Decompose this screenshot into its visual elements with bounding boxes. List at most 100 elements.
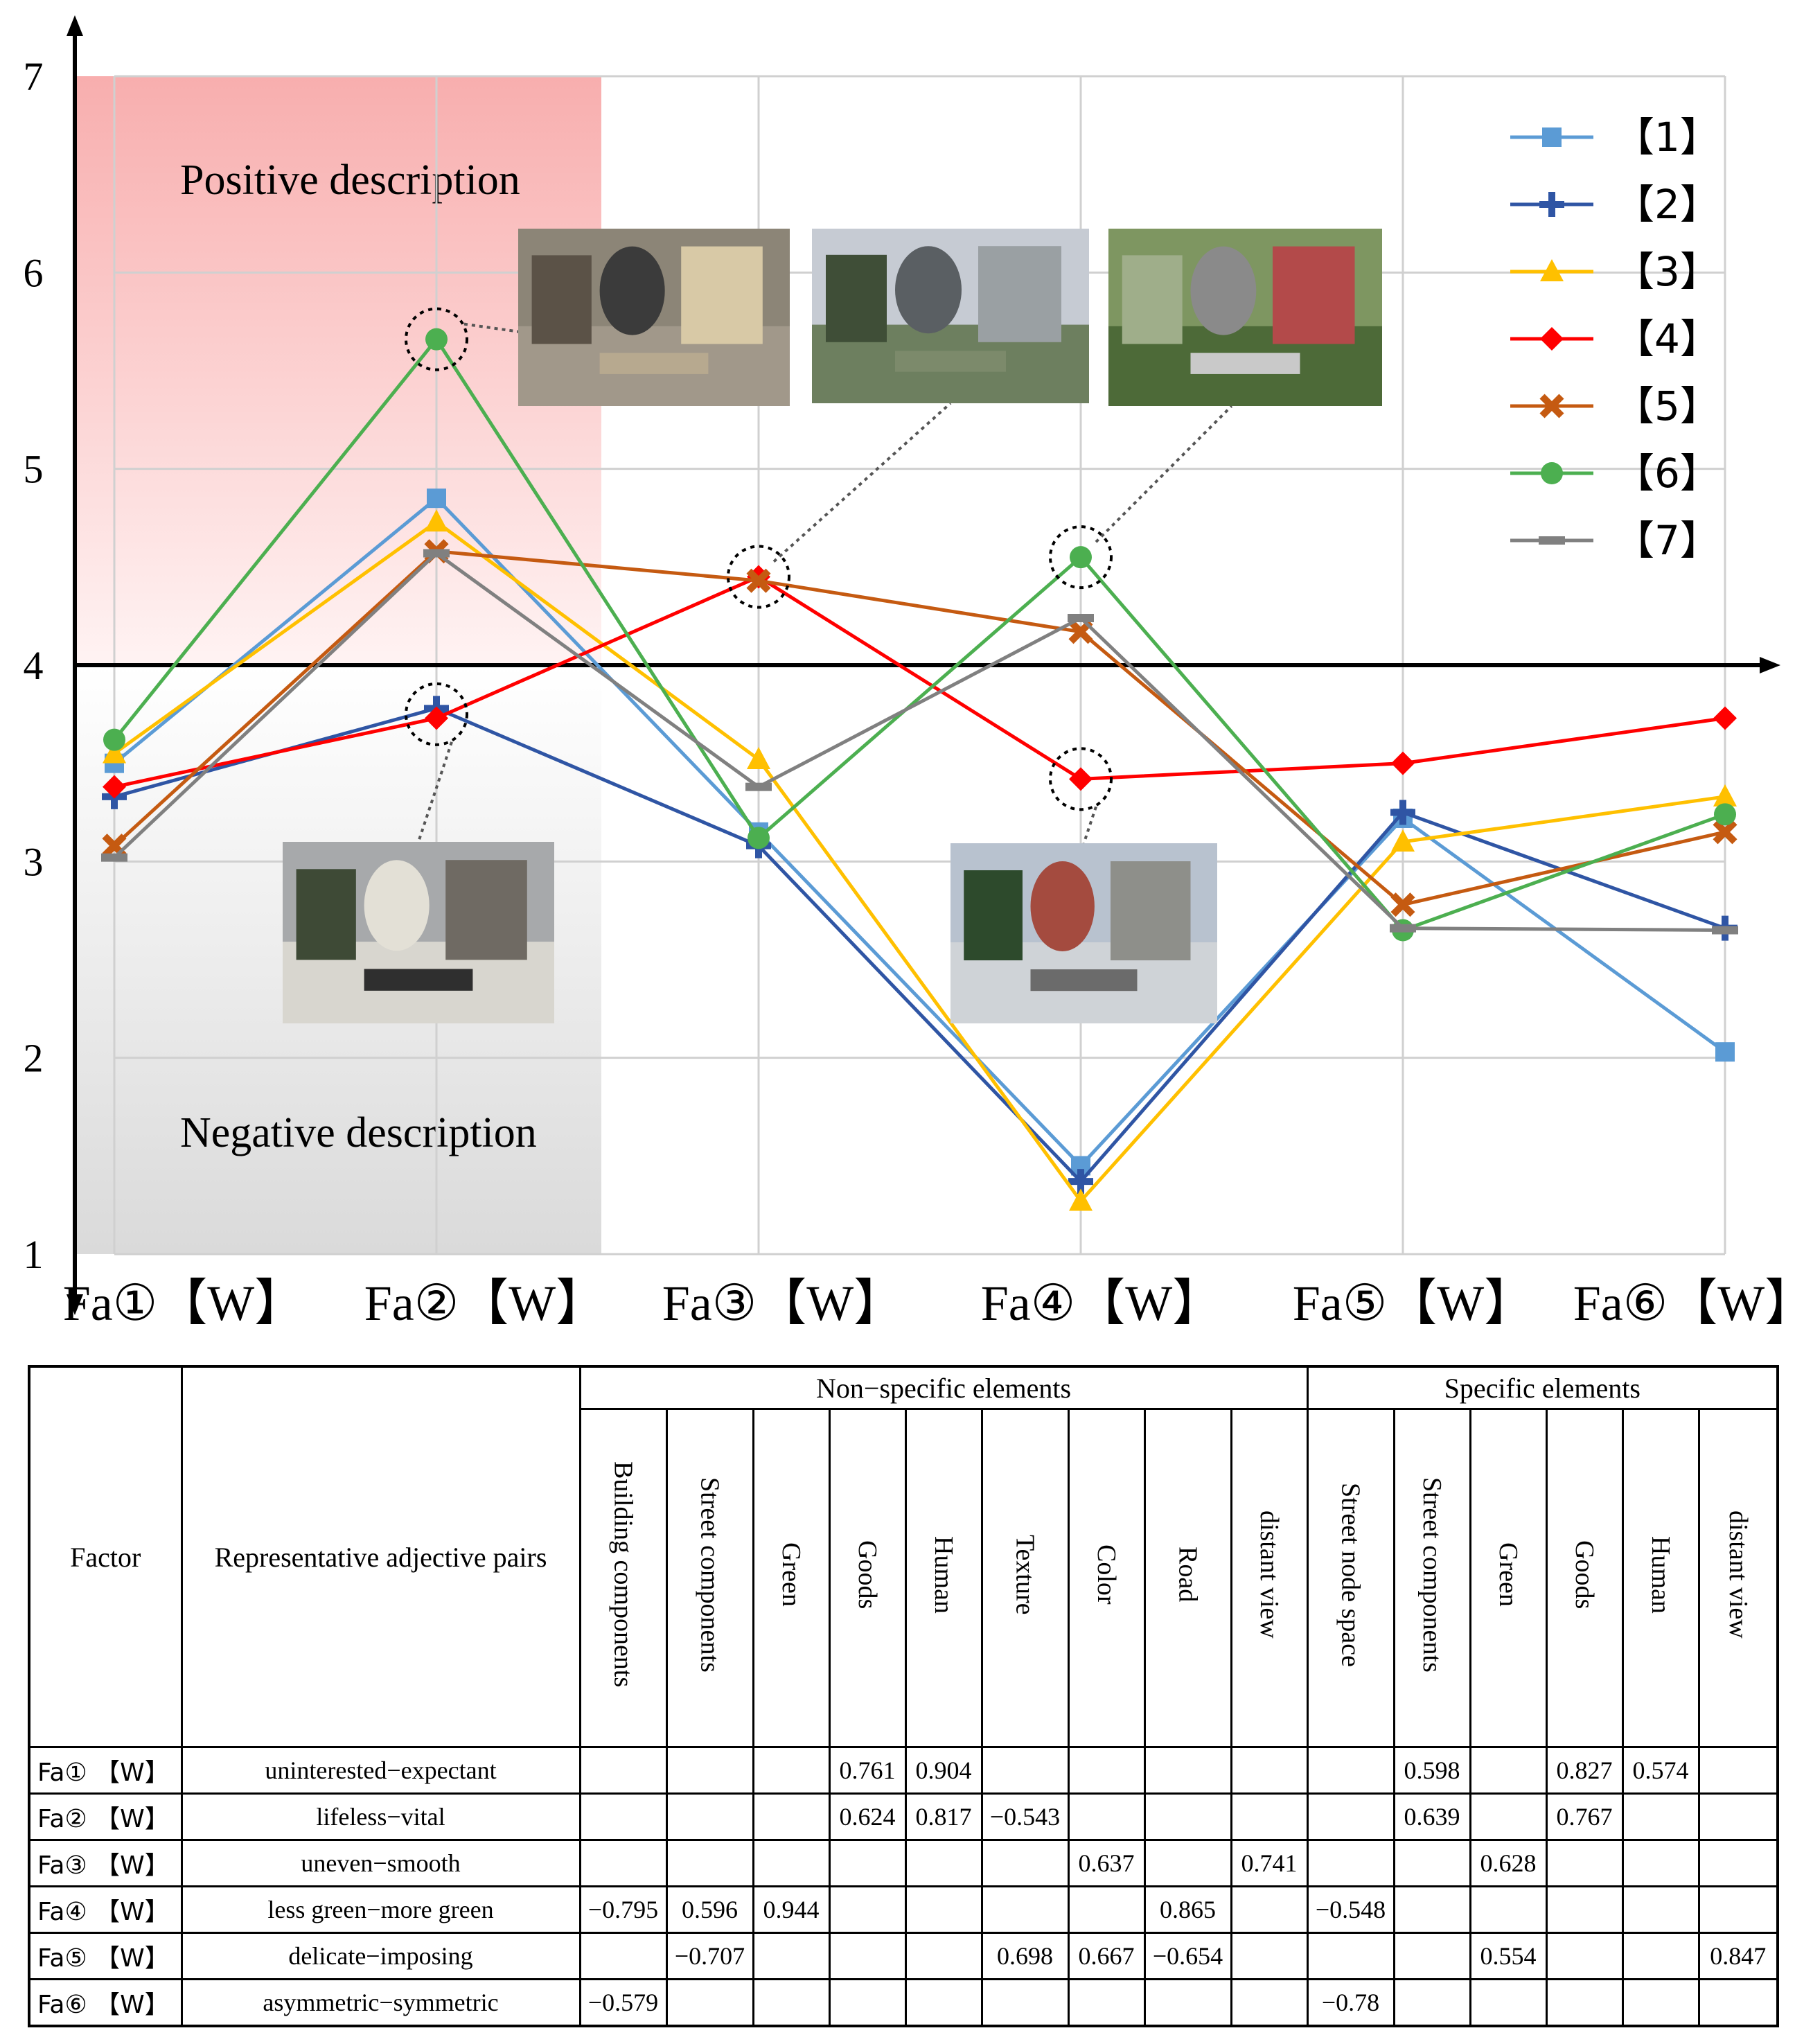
data-point bbox=[746, 568, 771, 593]
element-column-header: Street components bbox=[665, 1409, 753, 1748]
photo-block bbox=[964, 870, 1023, 960]
loading-cell: −0.707 bbox=[665, 1932, 753, 1980]
loading-cell bbox=[1621, 1885, 1699, 1933]
loading-cell: 0.767 bbox=[1545, 1792, 1623, 1840]
loading-cell bbox=[1697, 1839, 1780, 1887]
x-tick-label: Fa②【W】 bbox=[364, 1276, 606, 1331]
leader-line bbox=[417, 741, 453, 843]
loading-cell: 0.847 bbox=[1697, 1932, 1780, 1980]
leader-line bbox=[1082, 806, 1097, 844]
series-line bbox=[113, 337, 1726, 932]
y-tick-label: 1 bbox=[24, 1232, 44, 1277]
loading-cell bbox=[1697, 1746, 1780, 1794]
data-point bbox=[1713, 706, 1737, 730]
data-point bbox=[1713, 820, 1737, 845]
factor-line-chart: Positive description Negative description… bbox=[24, 15, 1804, 1331]
table-row: Fa③ 【W】 uneven−smooth 0.637 0.741 0.628 bbox=[28, 1839, 1780, 1887]
street-vendors-by-wall-photo bbox=[283, 842, 554, 1023]
loading-cell bbox=[1143, 1839, 1231, 1887]
loading-cell bbox=[1469, 1885, 1547, 1933]
loading-cell bbox=[828, 1978, 905, 2027]
photo-shape bbox=[1030, 861, 1095, 951]
loading-cell: 0.741 bbox=[1230, 1839, 1308, 1887]
data-point bbox=[747, 747, 770, 769]
loading-cell bbox=[578, 1792, 666, 1840]
loading-cell bbox=[578, 1839, 666, 1887]
adjective-cell: uneven−smooth bbox=[180, 1839, 580, 1887]
loading-cell bbox=[578, 1746, 666, 1794]
table-row: Fa② 【W】 lifeless−vital 0.624 0.817 −0.543 0.6… bbox=[28, 1792, 1780, 1840]
legend-item: 【6】 bbox=[1510, 450, 1720, 497]
data-point bbox=[1712, 926, 1738, 935]
element-column-header: Building components bbox=[578, 1409, 666, 1748]
legend-marker bbox=[1541, 462, 1563, 484]
loading-cell: −0.78 bbox=[1306, 1978, 1395, 2027]
adjective-cell: asymmetric−symmetric bbox=[180, 1978, 580, 2027]
loading-cell: −0.548 bbox=[1306, 1885, 1395, 1933]
loading-cell bbox=[578, 1932, 666, 1980]
data-point bbox=[103, 728, 125, 751]
data-point bbox=[425, 706, 448, 730]
loading-cell: −0.654 bbox=[1143, 1932, 1231, 1980]
legend-label: 【5】 bbox=[1614, 382, 1720, 430]
factor-header: Factor bbox=[28, 1365, 182, 1747]
series-4 bbox=[103, 565, 1737, 799]
photo-block bbox=[531, 255, 592, 344]
loading-cell bbox=[1143, 1746, 1231, 1794]
y-tick-label: 6 bbox=[24, 250, 44, 295]
table-row: Fa⑤ 【W】 delicate−imposing −0.707 0.698 0.667… bbox=[28, 1932, 1780, 1980]
element-column-header: Texture bbox=[980, 1409, 1068, 1748]
loading-cell bbox=[1621, 1839, 1699, 1887]
data-point bbox=[1390, 892, 1415, 917]
factor-loading-table: Factor Representative adjective pairs No… bbox=[28, 1365, 1780, 2027]
photo-shape bbox=[895, 351, 1006, 372]
factor-cell: Fa③ 【W】 bbox=[28, 1839, 182, 1887]
loading-cell bbox=[1545, 1839, 1623, 1887]
legend-item: 【4】 bbox=[1510, 315, 1720, 362]
data-point bbox=[1390, 800, 1415, 825]
loading-cell bbox=[828, 1839, 905, 1887]
loading-cell bbox=[1621, 1792, 1699, 1840]
legend-label: 【7】 bbox=[1614, 517, 1720, 564]
highlight-ring bbox=[405, 682, 468, 746]
data-point bbox=[1070, 546, 1092, 569]
element-column-header: distant view bbox=[1230, 1409, 1308, 1748]
factor-cell: Fa① 【W】 bbox=[28, 1746, 182, 1794]
loading-cell bbox=[904, 1839, 982, 1887]
series-line bbox=[113, 520, 1726, 1203]
photo-shape bbox=[364, 969, 473, 991]
photo-shape bbox=[1190, 246, 1257, 335]
loading-cell bbox=[1067, 1746, 1144, 1794]
factor-loading-table-container: Factor Representative adjective pairs No… bbox=[28, 1365, 1780, 2027]
series-3 bbox=[103, 509, 1737, 1211]
table-row: Fa④ 【W】 less green−more green −0.795 0.596 0… bbox=[28, 1885, 1780, 1933]
loading-cell bbox=[904, 1932, 982, 1980]
loading-cell: 0.554 bbox=[1469, 1932, 1547, 1980]
loading-cell bbox=[1230, 1885, 1308, 1933]
y-axis-arrow-top bbox=[67, 15, 83, 36]
loading-cell bbox=[1697, 1792, 1780, 1840]
data-point bbox=[745, 782, 772, 791]
loading-cell bbox=[752, 1978, 829, 2027]
element-column-header: Human bbox=[1621, 1409, 1699, 1748]
element-column-label: Green bbox=[1494, 1542, 1523, 1607]
highlight-ring bbox=[405, 307, 468, 371]
y-tick-label: 4 bbox=[24, 643, 44, 688]
loading-cell: −0.579 bbox=[578, 1978, 666, 2027]
loading-cell bbox=[1392, 1932, 1471, 1980]
data-point bbox=[427, 488, 446, 509]
y-tick-label: 7 bbox=[24, 54, 44, 99]
series-line bbox=[113, 549, 1726, 907]
loading-cell bbox=[1545, 1978, 1623, 2027]
data-point bbox=[1714, 803, 1736, 826]
adjective-header-label: Representative adjective pairs bbox=[214, 1541, 547, 1573]
table-row: Fa① 【W】 uninterested−expectant 0.761 0.904 0… bbox=[28, 1746, 1780, 1794]
loading-cell bbox=[1621, 1932, 1699, 1980]
data-point bbox=[425, 328, 448, 351]
element-column-label: Building components bbox=[608, 1461, 638, 1688]
positive-region bbox=[75, 76, 601, 665]
photo-block bbox=[1273, 246, 1355, 344]
x-tick-label: Fa①【W】 bbox=[63, 1276, 305, 1331]
loading-cell bbox=[665, 1792, 753, 1840]
legend-marker bbox=[1539, 192, 1564, 217]
